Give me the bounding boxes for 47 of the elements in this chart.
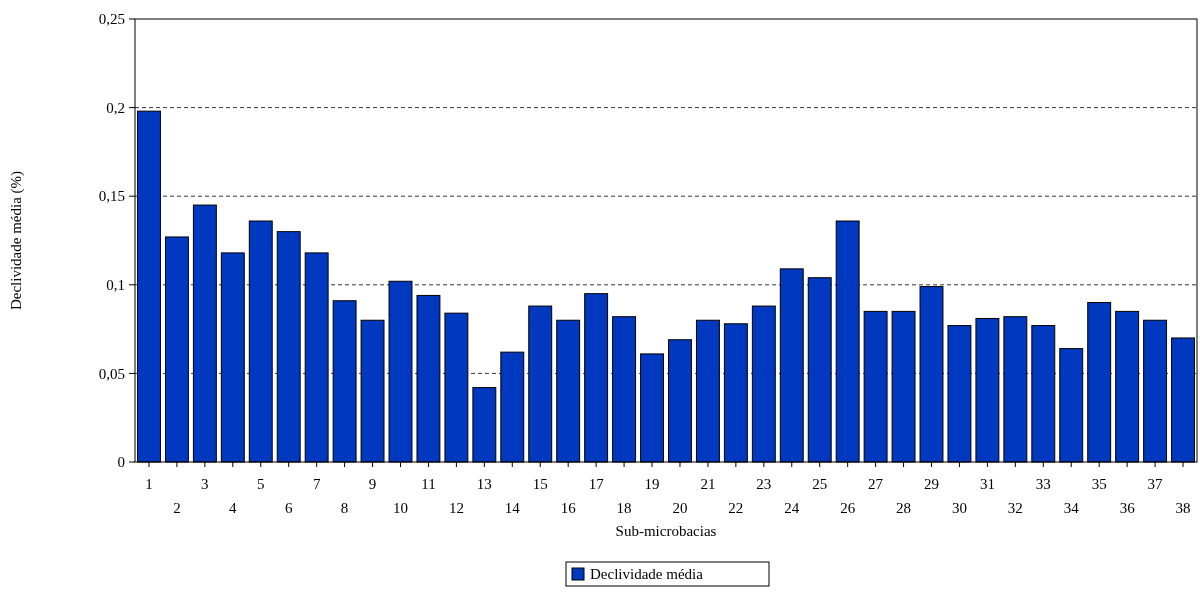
x-tick-label: 14 bbox=[504, 500, 521, 516]
x-tick-label: 23 bbox=[756, 476, 772, 492]
x-tick-label: 30 bbox=[951, 500, 967, 516]
x-axis-title: Sub-microbacias bbox=[615, 523, 717, 539]
x-tick-label: 38 bbox=[1175, 500, 1191, 516]
x-tick-label: 26 bbox=[840, 500, 856, 516]
x-tick-label: 28 bbox=[896, 500, 912, 516]
x-tick-label: 22 bbox=[728, 500, 744, 516]
y-tick-label: 0,15 bbox=[98, 188, 125, 205]
y-tick-label: 0,1 bbox=[106, 277, 125, 294]
x-tick-label: 5 bbox=[257, 476, 265, 492]
x-tick-label: 9 bbox=[368, 476, 377, 492]
legend-label: Declividade média bbox=[590, 566, 704, 583]
x-tick-label: 36 bbox=[1119, 500, 1136, 516]
y-axis-title: Declividade média (%) bbox=[8, 170, 25, 311]
x-tick-label: 15 bbox=[532, 476, 548, 492]
x-tick-label: 18 bbox=[616, 500, 632, 516]
x-tick-label: 12 bbox=[448, 500, 464, 516]
x-tick-label: 37 bbox=[1147, 476, 1164, 492]
x-tick-label: 20 bbox=[672, 500, 688, 516]
x-tick-label: 1 bbox=[145, 476, 153, 492]
x-tick-label: 16 bbox=[560, 500, 577, 516]
x-tick-label: 33 bbox=[1035, 476, 1051, 492]
x-tick-label: 17 bbox=[588, 476, 605, 492]
x-tick-label: 32 bbox=[1007, 500, 1023, 516]
x-tick-label: 6 bbox=[284, 500, 293, 516]
y-tick-label: 0,05 bbox=[98, 365, 125, 382]
x-tick-label: 34 bbox=[1063, 500, 1080, 516]
x-tick-label: 4 bbox=[229, 500, 238, 516]
x-tick-label: 19 bbox=[644, 476, 660, 492]
x-tick-label: 8 bbox=[340, 500, 349, 516]
x-tick-label: 35 bbox=[1091, 476, 1107, 492]
x-tick-label: 24 bbox=[784, 500, 800, 516]
x-tick-label: 10 bbox=[393, 500, 408, 516]
x-tick-label: 3 bbox=[201, 476, 209, 492]
x-tick-label: 21 bbox=[700, 476, 716, 492]
x-tick-label: 27 bbox=[868, 476, 884, 492]
y-tick-label: 0 bbox=[117, 454, 125, 471]
y-tick-label: 0,2 bbox=[106, 99, 125, 116]
x-tick-label: 13 bbox=[476, 476, 492, 492]
x-tick-label: 11 bbox=[421, 476, 436, 492]
x-tick-label: 31 bbox=[979, 476, 995, 492]
x-tick-label: 2 bbox=[173, 500, 181, 516]
x-tick-label: 7 bbox=[312, 476, 321, 492]
y-tick-label: 0,25 bbox=[98, 11, 125, 28]
x-tick-label: 29 bbox=[924, 476, 939, 492]
x-tick-label: 25 bbox=[812, 476, 828, 492]
